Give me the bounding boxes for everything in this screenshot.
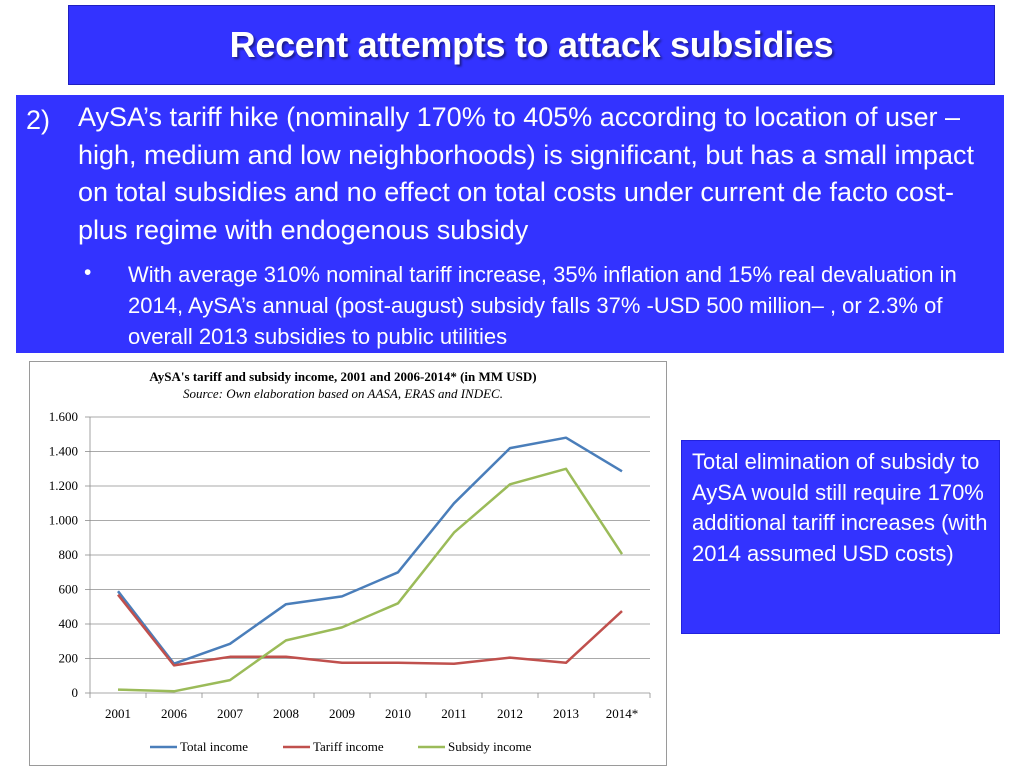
x-tick-label: 2007 — [217, 706, 244, 721]
x-tick-label: 2006 — [161, 706, 188, 721]
y-tick-label: 600 — [59, 582, 79, 597]
y-tick-label: 1.400 — [49, 444, 78, 459]
main-text-box: 2) AySA’s tariff hike (nominally 170% to… — [16, 95, 1004, 353]
series-line-subsidy — [117, 467, 624, 693]
legend-label-subsidy: Subsidy income — [448, 739, 532, 754]
bullet-icon: • — [84, 261, 92, 284]
chart-subtitle: Source: Own elaboration based on AASA, E… — [183, 386, 503, 401]
x-tick-label: 2010 — [385, 706, 411, 721]
line-chart: 0 200 400 600 800 1.000 1.200 1.400 1.600 2001 200… — [49, 409, 651, 754]
chart-container: AySA's tariff and subsidy income, 2001 a… — [29, 361, 667, 766]
title-bar: Recent attempts to attack subsidies — [68, 5, 995, 85]
y-tick-label: 1.600 — [49, 409, 78, 424]
slide-title: Recent attempts to attack subsidies — [229, 24, 834, 65]
side-note-text: Total elimination of subsidy to AySA wou… — [692, 449, 988, 566]
series-line-total — [117, 436, 623, 665]
x-tick-label: 2014* — [606, 706, 639, 721]
x-tick-label: 2009 — [329, 706, 355, 721]
x-tick-label: 2008 — [273, 706, 299, 721]
x-tick-label: 2001 — [105, 706, 131, 721]
legend-label-total: Total income — [180, 739, 248, 754]
y-tick-label: 400 — [59, 616, 79, 631]
y-tick-label: 200 — [59, 651, 79, 666]
legend-label-tariff: Tariff income — [313, 739, 384, 754]
side-note-box: Total elimination of subsidy to AySA wou… — [681, 440, 1000, 634]
series-line-tariff — [117, 593, 623, 667]
x-tick-label: 2011 — [441, 706, 467, 721]
x-tick-label: 2013 — [553, 706, 579, 721]
y-tick-label: 800 — [59, 547, 79, 562]
point-number: 2) — [26, 105, 51, 135]
y-tick-label: 1.200 — [49, 478, 78, 493]
y-tick-label: 1.000 — [49, 513, 78, 528]
chart-title: AySA's tariff and subsidy income, 2001 a… — [149, 369, 537, 384]
point-text: AySA’s tariff hike (nominally 170% to 40… — [78, 102, 974, 245]
y-tick-label: 0 — [72, 685, 79, 700]
x-tick-label: 2012 — [497, 706, 523, 721]
bullet-text: With average 310% nominal tariff increas… — [128, 262, 957, 349]
